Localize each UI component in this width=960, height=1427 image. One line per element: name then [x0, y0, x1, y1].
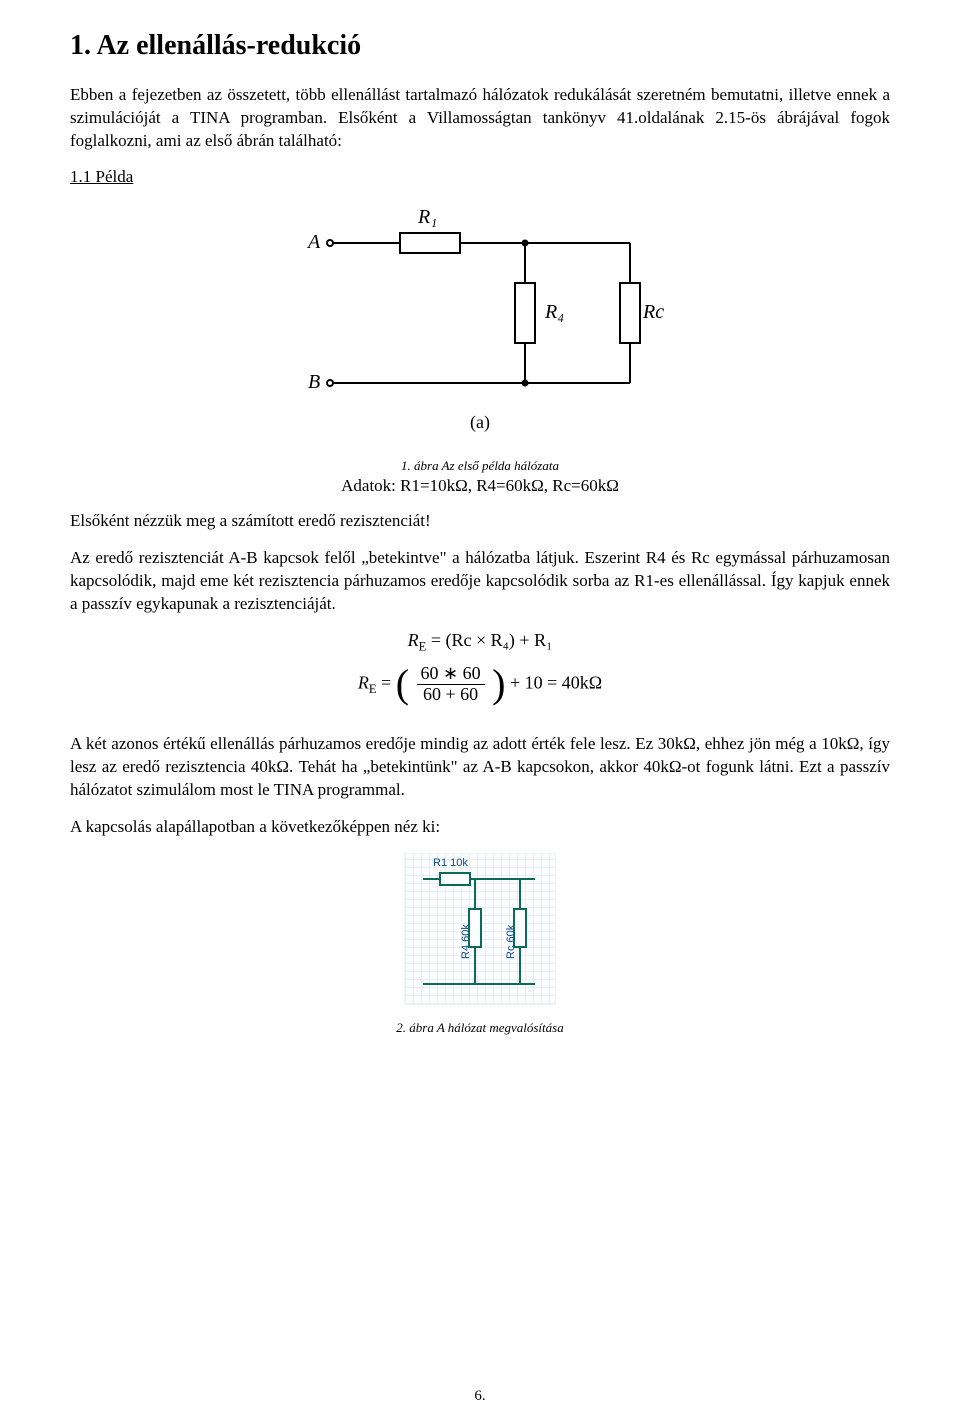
equation-2: RE = ( 60 ∗ 60 60 + 60 ) + 10 = 40kΩ: [70, 664, 890, 705]
section-title: 1. Az ellenállás-redukció: [70, 30, 890, 62]
label-B: B: [308, 371, 320, 393]
label-sub-a: (a): [470, 412, 490, 433]
intro-paragraph-1: Ebben a fejezetben az összetett, több el…: [70, 84, 890, 153]
page: 1. Az ellenállás-redukció Ebben a fejeze…: [0, 0, 960, 1427]
tina-circuit-svg: [405, 854, 555, 1004]
body-paragraph-desc: Az eredő rezisztenciát A-B kapcsok felől…: [70, 547, 890, 616]
label-A: A: [306, 231, 321, 253]
eq2-tail: + 10 = 40kΩ: [510, 673, 602, 693]
eq2-sub: E: [369, 682, 377, 696]
label-R4: R₄: [544, 301, 564, 323]
equation-1: RE = (Rc × R₄) + R₁: [70, 630, 890, 655]
body-paragraph-conclusion: A két azonos értékű ellenállás párhuzamo…: [70, 733, 890, 802]
eq2-num: 60 ∗ 60: [417, 664, 485, 685]
body-paragraph-check: Elsőként nézzük meg a számított eredő re…: [70, 510, 890, 533]
eq1-lhs: R: [408, 630, 419, 650]
eq2-lhs: R: [358, 673, 369, 693]
page-number: 6.: [0, 1388, 960, 1405]
label-Rc: Rc: [642, 301, 664, 323]
tina-screenshot: R1 10k R4 60k Rc 60k: [404, 853, 556, 1005]
figure-2-caption: 2. ábra A hálózat megvalósítása: [70, 1020, 890, 1036]
figure-1-caption: 1. ábra Az első példa hálózata: [70, 458, 890, 474]
eq2-fraction: 60 ∗ 60 60 + 60: [417, 664, 485, 705]
figure-2: R1 10k R4 60k Rc 60k: [70, 853, 890, 1010]
circuit-schematic-svg: A B R₁ R₄ Rc (a): [290, 203, 670, 443]
figure-1-data-line: Adatok: R1=10kΩ, R4=60kΩ, Rc=60kΩ: [70, 476, 890, 496]
label-R1: R₁: [417, 206, 437, 228]
eq1-rhs: = (Rc × R₄) + R₁: [431, 630, 553, 650]
example-heading: 1.1 Példa: [70, 167, 890, 187]
body-paragraph-baseline: A kapcsolás alapállapotban a következőké…: [70, 816, 890, 839]
eq2-den: 60 + 60: [417, 685, 485, 705]
figure-1: A B R₁ R₄ Rc (a): [70, 203, 890, 448]
eq1-sub: E: [419, 639, 427, 653]
